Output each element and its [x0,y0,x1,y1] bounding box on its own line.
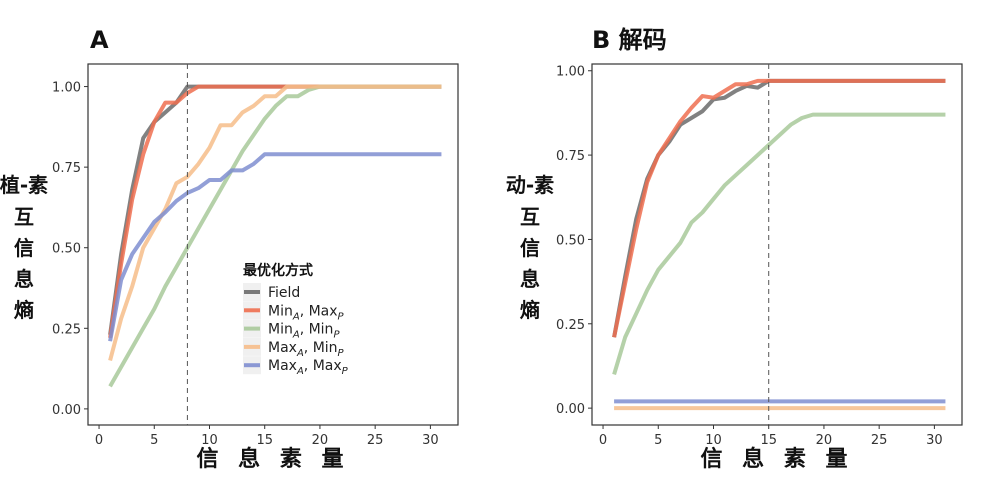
legend-subscript: A [296,366,304,377]
y-tick-label: 0.75 [556,149,585,164]
legend-text-part: , Max [304,358,342,374]
legend-subscript: P [342,366,349,377]
x-axis-label: 信 息 素 量 [197,446,350,472]
y-tick-label: 0.25 [556,318,585,333]
legend-text-part: , Max [300,303,338,319]
legend-text-part: , Min [300,322,334,338]
y-tick-label: 0.50 [556,233,585,248]
x-tick-label: 0 [95,433,103,448]
y-axis-label-line: 动-素 [506,173,554,197]
legend-text-part: Max [268,358,297,374]
legend-text-part: Min [268,322,293,338]
legend-label: MaxA, MaxP [268,358,349,377]
y-tick-label: 0.75 [52,161,81,176]
y-tick-label: 1.00 [52,81,81,96]
y-axis-label-char: 信 [14,236,34,260]
panel-a: A 0.00 0.25 0.50 0.75 1.00 0 5 10 15 20 25 30 植-素互信息熵… [0,26,459,472]
legend-subscript: A [292,311,300,322]
y-axis-label-char: 信 [520,236,540,260]
y-tick-label: 1.00 [556,65,585,80]
legend-label: MaxA, MinP [268,340,345,359]
x-tick-label: 10 [201,433,218,448]
legend-subscript: P [338,311,345,322]
x-tick-label: 10 [705,433,722,448]
legend-label: Field [268,285,300,301]
x-tick-label: 30 [422,433,439,448]
x-tick-label: 20 [312,433,329,448]
y-axis-label-char: 互 [520,205,540,229]
series-line-mina-minp [612,112,946,375]
legend-text-part: Field [268,285,300,301]
plot-area [87,63,459,426]
legend-subscript: P [338,348,345,359]
panel-title: B 解码 [592,26,667,54]
y-axis-label-char: 息 [520,267,540,291]
x-tick-label: 0 [599,433,607,448]
x-tick-label: 15 [760,433,777,448]
x-tick-label: 5 [150,433,158,448]
y-axis-label-char: 熵 [13,298,34,322]
y-axis-label-char: 息 [14,267,34,291]
x-tick-label: 25 [871,433,888,448]
series-line-maxa-minp [108,84,442,362]
y-tick-label: 0.50 [52,242,81,257]
legend-subscript: A [292,330,300,341]
x-tick-label: 20 [816,433,833,448]
legend-text-part: Min [268,303,293,319]
legend-label: MinA, MaxP [268,303,345,322]
x-tick-label: 15 [256,433,273,448]
y-tick-label: 0.00 [556,402,585,417]
legend-label: MinA, MinP [268,322,340,341]
y-tick-label: 0.25 [52,322,81,337]
plot-area [591,63,963,426]
legend-subscript: A [296,348,304,359]
x-axis-label: 信 息 素 量 [701,446,854,472]
x-tick-label: 30 [926,433,943,448]
legend-title: 最优化方式 [243,262,313,279]
series-line-maxa-maxp [108,152,442,342]
legend-text-part: Max [268,340,297,356]
legend-text-part: , Min [304,340,338,356]
panel-title: A [90,26,109,54]
x-tick-label: 25 [367,433,384,448]
y-axis-label-line: 植-素 [0,173,48,197]
y-tick-label: 0.00 [52,403,81,418]
series-line-mina-maxp [612,78,946,338]
y-axis-label-char: 互 [14,205,34,229]
panel-b: B 解码 0.00 0.25 0.50 0.75 1.00 0 5 10 15 20 25 30 动-素互… [506,26,963,472]
x-tick-label: 5 [654,433,662,448]
y-axis-label-char: 熵 [519,298,540,322]
legend-subscript: P [333,330,340,341]
